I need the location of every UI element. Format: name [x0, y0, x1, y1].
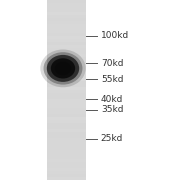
Bar — [47, 162, 86, 165]
Bar — [47, 93, 86, 96]
Bar — [47, 39, 86, 42]
Bar — [47, 12, 86, 15]
Bar — [47, 69, 86, 72]
Text: 40kd: 40kd — [101, 94, 123, 103]
Bar — [47, 156, 86, 159]
Bar — [47, 120, 86, 123]
Text: 25kd: 25kd — [101, 134, 123, 143]
Ellipse shape — [47, 55, 79, 82]
Bar — [47, 84, 86, 87]
Bar — [47, 123, 86, 126]
Bar — [47, 159, 86, 162]
Bar — [47, 72, 86, 75]
Bar — [47, 81, 86, 84]
Text: 70kd: 70kd — [101, 58, 123, 68]
Bar — [47, 0, 86, 3]
Bar — [47, 6, 86, 9]
Bar — [47, 75, 86, 78]
Bar — [47, 165, 86, 168]
Bar — [47, 48, 86, 51]
Bar — [47, 138, 86, 141]
Ellipse shape — [51, 58, 75, 78]
Bar — [47, 18, 86, 21]
Bar — [47, 51, 86, 54]
Bar — [47, 174, 86, 177]
Bar — [47, 0, 86, 180]
Bar — [47, 150, 86, 153]
Bar — [47, 3, 86, 6]
Bar — [47, 132, 86, 135]
Bar — [47, 126, 86, 129]
Bar — [47, 114, 86, 117]
Bar — [47, 171, 86, 174]
Bar — [47, 66, 86, 69]
Bar — [47, 117, 86, 120]
Bar — [47, 102, 86, 105]
Bar — [47, 30, 86, 33]
Bar — [47, 96, 86, 99]
Ellipse shape — [40, 50, 86, 87]
Bar — [47, 177, 86, 180]
Ellipse shape — [55, 62, 71, 75]
Bar — [47, 57, 86, 60]
Text: 35kd: 35kd — [101, 105, 123, 114]
Ellipse shape — [44, 52, 82, 85]
Text: 55kd: 55kd — [101, 75, 123, 84]
Text: 100kd: 100kd — [101, 31, 129, 40]
Bar — [47, 99, 86, 102]
Bar — [47, 60, 86, 63]
Bar — [47, 15, 86, 18]
Bar — [47, 36, 86, 39]
Bar — [47, 42, 86, 45]
Bar — [47, 33, 86, 36]
Bar — [47, 147, 86, 150]
Bar — [47, 78, 86, 81]
Bar — [47, 21, 86, 24]
Bar — [47, 27, 86, 30]
Bar — [47, 105, 86, 108]
Bar — [47, 135, 86, 138]
Bar — [47, 45, 86, 48]
Bar — [47, 144, 86, 147]
Bar — [47, 9, 86, 12]
Bar — [47, 90, 86, 93]
Bar — [47, 141, 86, 144]
Bar — [47, 129, 86, 132]
Bar — [47, 108, 86, 111]
Bar — [47, 54, 86, 57]
Bar — [47, 87, 86, 90]
Bar — [47, 153, 86, 156]
Bar — [47, 24, 86, 27]
Bar — [47, 111, 86, 114]
Bar — [47, 63, 86, 66]
Bar — [47, 168, 86, 171]
